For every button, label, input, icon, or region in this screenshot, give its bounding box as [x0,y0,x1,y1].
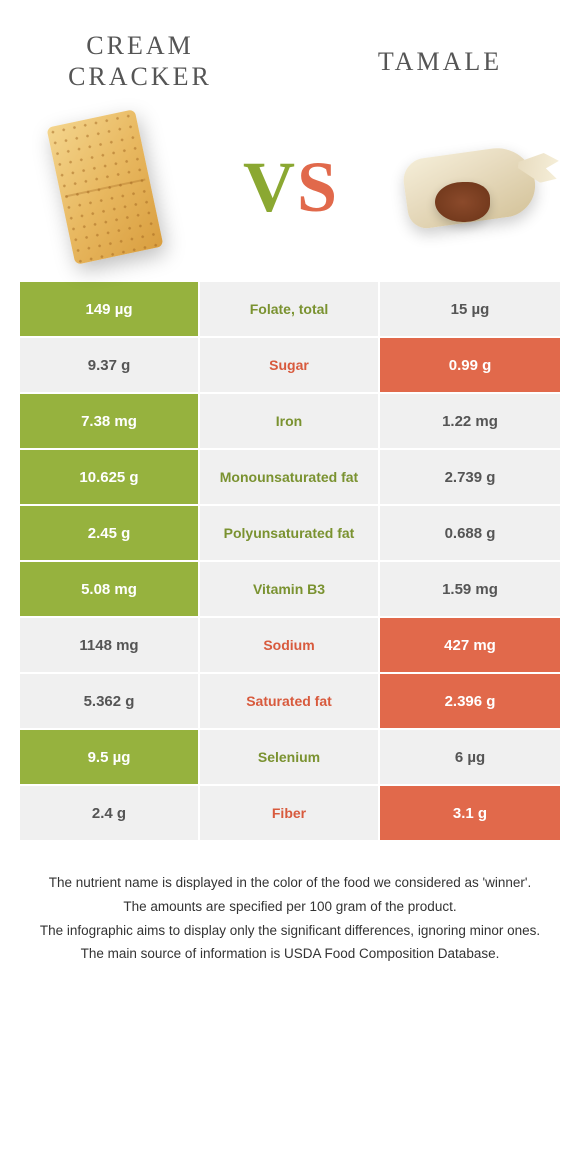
header: Cream Cracker Tamale [0,0,580,102]
vs-s: S [297,151,337,223]
food-title-left: Cream Cracker [40,30,240,92]
table-row: 5.362 gSaturated fat2.396 g [20,674,560,730]
table-row: 5.08 mgVitamin B31.59 mg [20,562,560,618]
footer-line: The nutrient name is displayed in the co… [30,872,550,894]
tamale-icon [395,147,545,227]
nutrient-label: Saturated fat [200,674,380,728]
nutrient-label: Vitamin B3 [200,562,380,616]
value-left: 149 µg [20,282,200,336]
value-left: 9.5 µg [20,730,200,784]
vs-v: V [243,151,295,223]
footer-line: The main source of information is USDA F… [30,943,550,965]
value-right: 1.59 mg [380,562,560,616]
value-left: 7.38 mg [20,394,200,448]
value-right: 0.99 g [380,338,560,392]
nutrient-label: Fiber [200,786,380,840]
nutrient-label: Sodium [200,618,380,672]
value-right: 15 µg [380,282,560,336]
table-row: 2.45 gPolyunsaturated fat0.688 g [20,506,560,562]
value-left: 10.625 g [20,450,200,504]
value-left: 2.4 g [20,786,200,840]
nutrient-label: Selenium [200,730,380,784]
table-row: 1148 mgSodium427 mg [20,618,560,674]
cracker-icon [46,110,163,266]
value-left: 2.45 g [20,506,200,560]
tamale-filling [435,182,490,222]
table-row: 149 µgFolate, total15 µg [20,282,560,338]
footer-notes: The nutrient name is displayed in the co… [0,842,580,964]
nutrient-table: 149 µgFolate, total15 µg9.37 gSugar0.99 … [0,282,580,842]
nutrient-label: Monounsaturated fat [200,450,380,504]
food-image-left [30,122,190,252]
value-right: 6 µg [380,730,560,784]
table-row: 10.625 gMonounsaturated fat2.739 g [20,450,560,506]
nutrient-label: Sugar [200,338,380,392]
value-right: 2.396 g [380,674,560,728]
table-row: 2.4 gFiber3.1 g [20,786,560,842]
value-left: 1148 mg [20,618,200,672]
table-row: 9.5 µgSelenium6 µg [20,730,560,786]
footer-line: The amounts are specified per 100 gram o… [30,896,550,918]
nutrient-label: Iron [200,394,380,448]
value-right: 3.1 g [380,786,560,840]
nutrient-label: Folate, total [200,282,380,336]
nutrient-label: Polyunsaturated fat [200,506,380,560]
footer-line: The infographic aims to display only the… [30,920,550,942]
value-right: 2.739 g [380,450,560,504]
vs-row: V S [0,102,580,282]
value-left: 5.362 g [20,674,200,728]
value-right: 0.688 g [380,506,560,560]
vs-text: V S [243,151,337,223]
table-row: 7.38 mgIron1.22 mg [20,394,560,450]
food-image-right [390,122,550,252]
value-left: 5.08 mg [20,562,200,616]
value-right: 427 mg [380,618,560,672]
food-title-right: Tamale [340,46,540,77]
table-row: 9.37 gSugar0.99 g [20,338,560,394]
value-right: 1.22 mg [380,394,560,448]
value-left: 9.37 g [20,338,200,392]
